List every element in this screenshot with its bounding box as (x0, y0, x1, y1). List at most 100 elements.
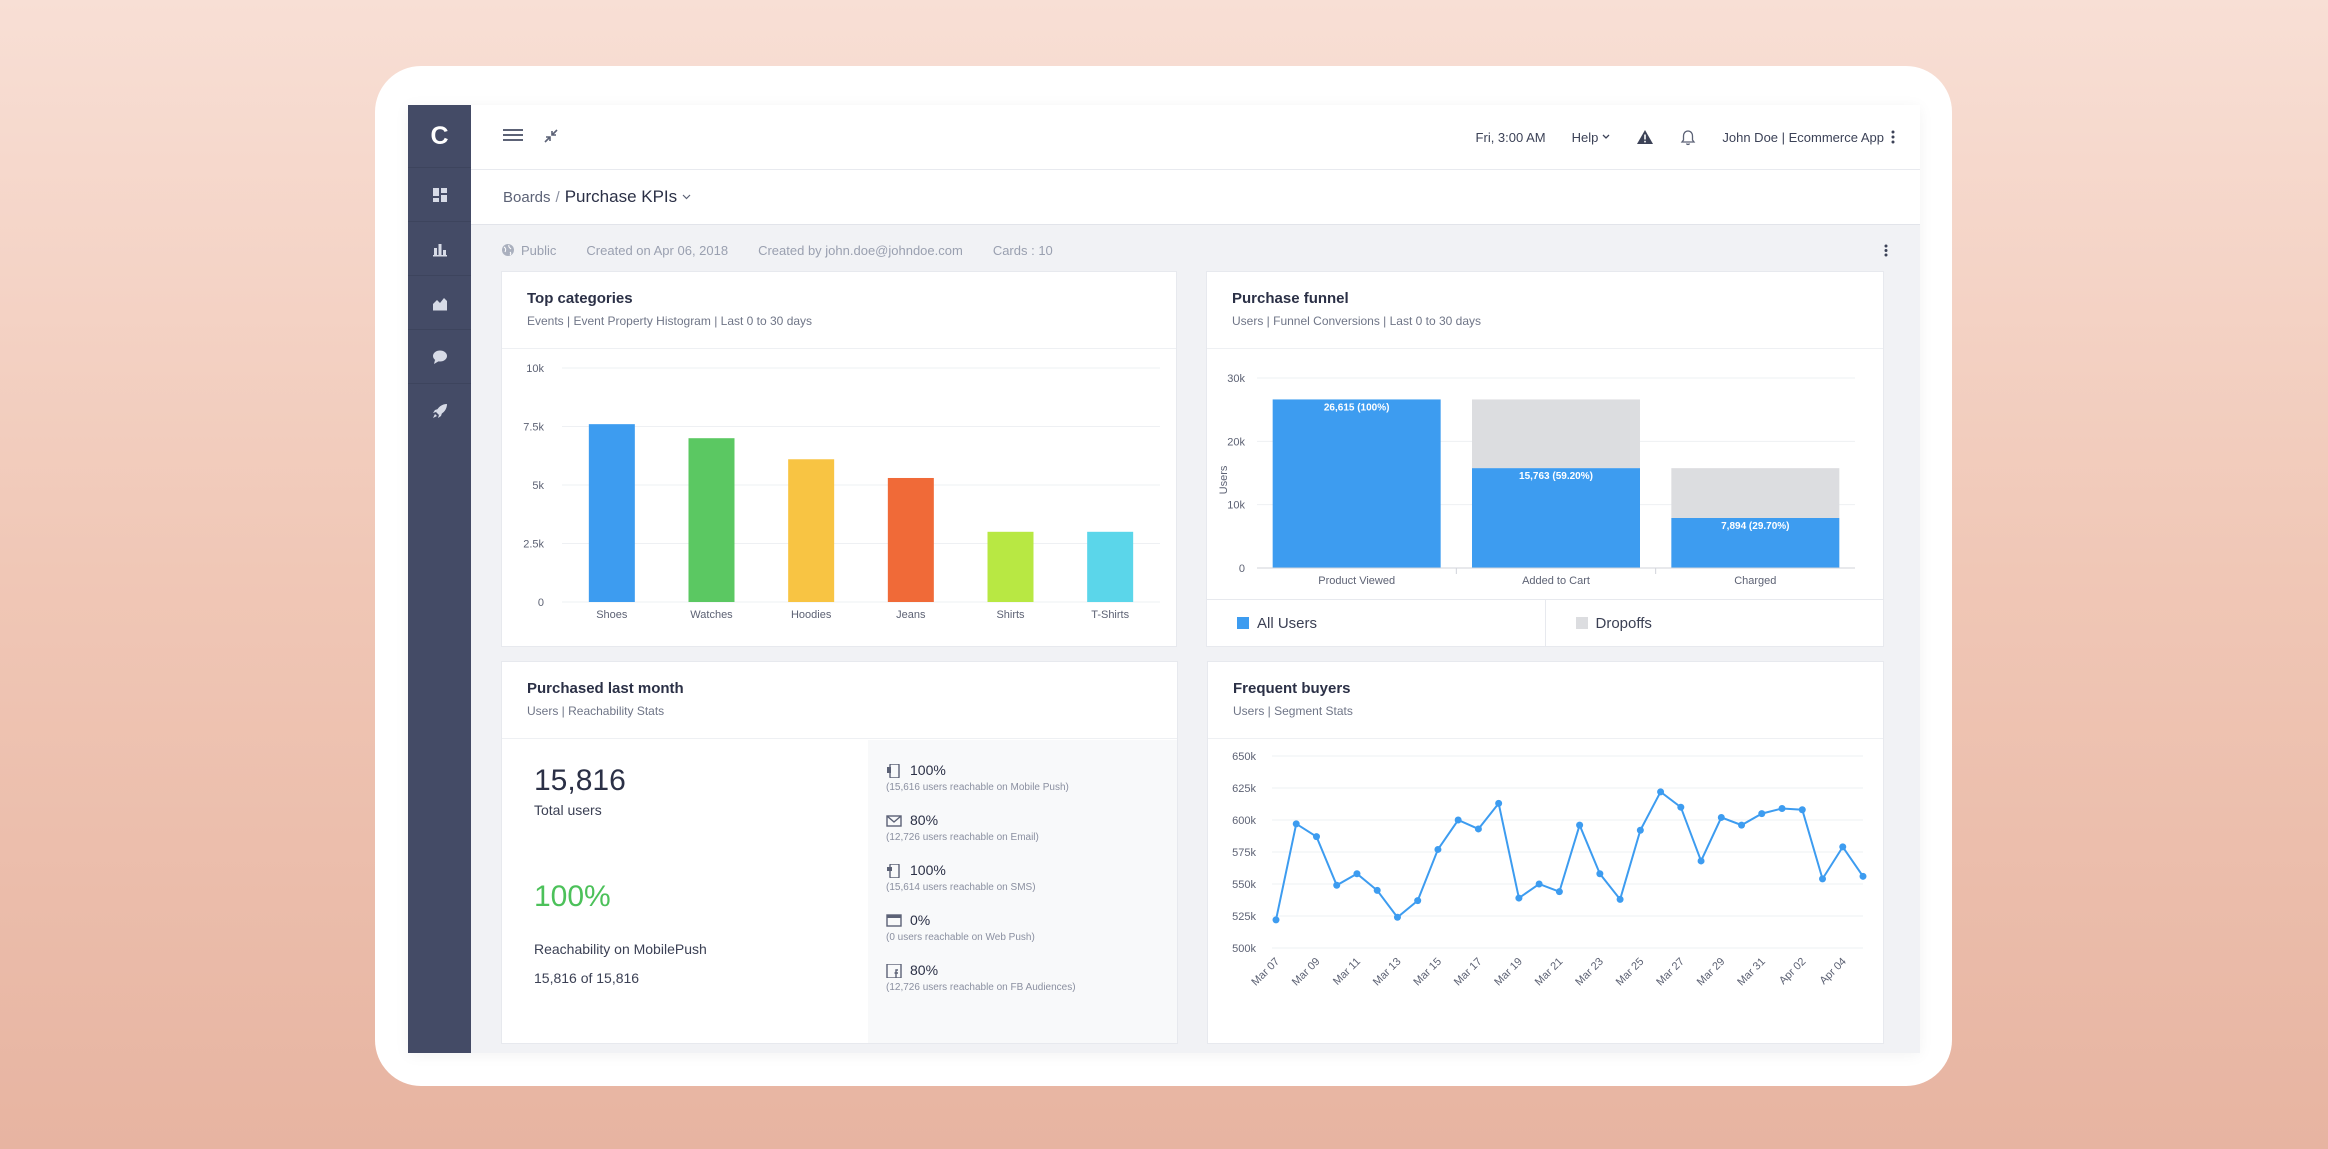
chart-purchase-funnel: 0 10k 20k 30k Users 26,615 (100%) Product View… (1218, 373, 1855, 587)
reach-percent: 0% (910, 912, 931, 928)
visibility-label: Public (521, 242, 557, 258)
bell-icon[interactable] (1680, 129, 1696, 146)
data-point (1636, 826, 1644, 834)
y-tick-label: 10k (526, 363, 544, 375)
x-tick-label: Apr 02 (1777, 956, 1808, 987)
collapse-icon[interactable] (543, 128, 559, 144)
sidebar-item-campaigns[interactable] (408, 383, 471, 437)
reachability-value: 100% (534, 880, 611, 913)
reach-percent: 100% (910, 862, 946, 878)
data-point (1657, 788, 1665, 796)
help-label: Help (1571, 129, 1599, 145)
chevron-down-icon (1602, 134, 1610, 139)
breadcrumb: Boards / Purchase KPIs (471, 170, 1920, 225)
bar-hoodies (788, 459, 835, 602)
breadcrumb-current-board[interactable]: Purchase KPIs (564, 187, 678, 206)
chart-frequent-buyers: 500k 525k 550k 575k 600k 625k 650k Mar 07 Mar 09… (1232, 751, 1867, 989)
card-top-categories[interactable]: Top categories Events | Event Property H… (501, 271, 1177, 647)
app-window: C Fri, 3:00 AM Help John Do (408, 105, 1920, 1053)
legend-all-users[interactable]: All Users (1207, 600, 1545, 646)
reachability-label: Reachability on MobilePush (534, 941, 707, 957)
more-vertical-icon[interactable] (1882, 242, 1890, 258)
legend-label: All Users (1257, 614, 1318, 632)
x-tick-label: Mar 15 (1411, 956, 1444, 989)
y-tick-label: 600k (1232, 815, 1256, 827)
sidebar-item-engage[interactable] (408, 329, 471, 383)
card-title: Purchase funnel (1232, 290, 1349, 307)
x-tick-label: Mar 23 (1573, 956, 1606, 989)
more-vertical-icon (1891, 130, 1895, 144)
x-tick-label: Mar 29 (1695, 956, 1728, 989)
x-tick-label: Shoes (596, 609, 628, 621)
bar-dropoffs (1472, 399, 1640, 469)
web-push-icon (886, 914, 902, 927)
data-point (1373, 886, 1381, 894)
y-tick-label: 625k (1232, 783, 1256, 795)
x-tick-label: Mar 21 (1533, 956, 1566, 989)
y-tick-label: 500k (1232, 943, 1256, 955)
cards-count: Cards : 10 (992, 242, 1053, 258)
funnel-legend: All Users Dropoffs (1207, 599, 1883, 646)
legend-dropoffs[interactable]: Dropoffs (1544, 600, 1884, 646)
legend-label: Dropoffs (1595, 614, 1652, 632)
data-point (1798, 806, 1806, 814)
sidebar-item-analytics[interactable] (408, 221, 471, 275)
area-chart-icon (432, 297, 447, 310)
data-point (1495, 799, 1503, 807)
reach-percent: 80% (910, 962, 939, 978)
y-tick-label: 650k (1232, 751, 1256, 763)
chat-icon (432, 350, 447, 364)
sidebar: C (408, 105, 471, 1053)
top-bar: Fri, 3:00 AM Help John Doe | Ecommerce A… (471, 105, 1920, 170)
y-tick-label: 0 (1239, 563, 1245, 575)
x-tick-label: Shirts (996, 609, 1025, 621)
chevron-down-icon[interactable] (682, 194, 691, 200)
dashboard-icon (432, 187, 447, 202)
warning-icon[interactable] (1636, 129, 1654, 145)
data-point (1474, 825, 1482, 833)
series-line (1275, 790, 1864, 921)
card-divider (1208, 738, 1883, 739)
reach-row-mobile-push: 100% (15,616 users reachable on Mobile P… (886, 762, 1069, 793)
card-frequent-buyers[interactable]: Frequent buyers Users | Segment Stats 50… (1207, 661, 1884, 1044)
y-tick-label: 5k (532, 480, 544, 492)
facebook-icon (886, 964, 902, 979)
data-point (1353, 870, 1361, 878)
email-icon (886, 815, 902, 827)
bar-watches (688, 438, 735, 602)
reach-description: (12,726 users reachable on FB Audiences) (886, 982, 1076, 994)
bar-all-users (1272, 399, 1441, 568)
bar-all-users (1671, 518, 1840, 568)
reach-row-sms: 100% (15,614 users reachable on SMS) (886, 862, 1036, 893)
reach-description: (15,616 users reachable on Mobile Push) (886, 782, 1069, 794)
card-purchase-funnel[interactable]: Purchase funnel Users | Funnel Conversio… (1206, 271, 1884, 647)
reach-description: (12,726 users reachable on Email) (886, 832, 1039, 844)
data-point (1778, 804, 1786, 812)
app-logo[interactable]: C (430, 121, 449, 150)
sidebar-item-trends[interactable] (408, 275, 471, 329)
account-menu[interactable]: John Doe | Ecommerce App (1722, 129, 1898, 145)
help-menu[interactable]: Help (1572, 130, 1611, 145)
menu-icon[interactable] (503, 127, 523, 143)
y-tick-label: 7.5k (523, 422, 544, 434)
card-purchased-last-month[interactable]: Purchased last month Users | Reachabilit… (501, 661, 1178, 1044)
current-time: Fri, 3:00 AM (1475, 129, 1546, 145)
data-point (1738, 821, 1746, 829)
data-point (1717, 813, 1725, 821)
x-tick-label: Mar 27 (1654, 956, 1687, 989)
x-tick-label: Mar 13 (1371, 956, 1404, 989)
chart-top-categories: 0 2.5k 5k 7.5k 10k Shoes Watches Hoodies Jeans Sh… (523, 363, 1160, 621)
created-on: Created on Apr 06, 2018 (586, 242, 729, 258)
bar-jeans (887, 477, 934, 602)
reachability-count: 15,816 of 15,816 (534, 970, 640, 986)
breadcrumb-boards[interactable]: Boards (503, 188, 551, 206)
y-tick-label: 30k (1227, 373, 1245, 385)
data-point (1515, 894, 1523, 902)
data-point (1312, 833, 1320, 841)
x-tick-label: Charged (1734, 575, 1776, 587)
data-point (1839, 843, 1847, 851)
sidebar-item-dashboard[interactable] (408, 167, 471, 221)
total-users-value: 15,816 (534, 764, 626, 797)
data-point (1576, 821, 1584, 829)
data-point (1555, 888, 1563, 896)
